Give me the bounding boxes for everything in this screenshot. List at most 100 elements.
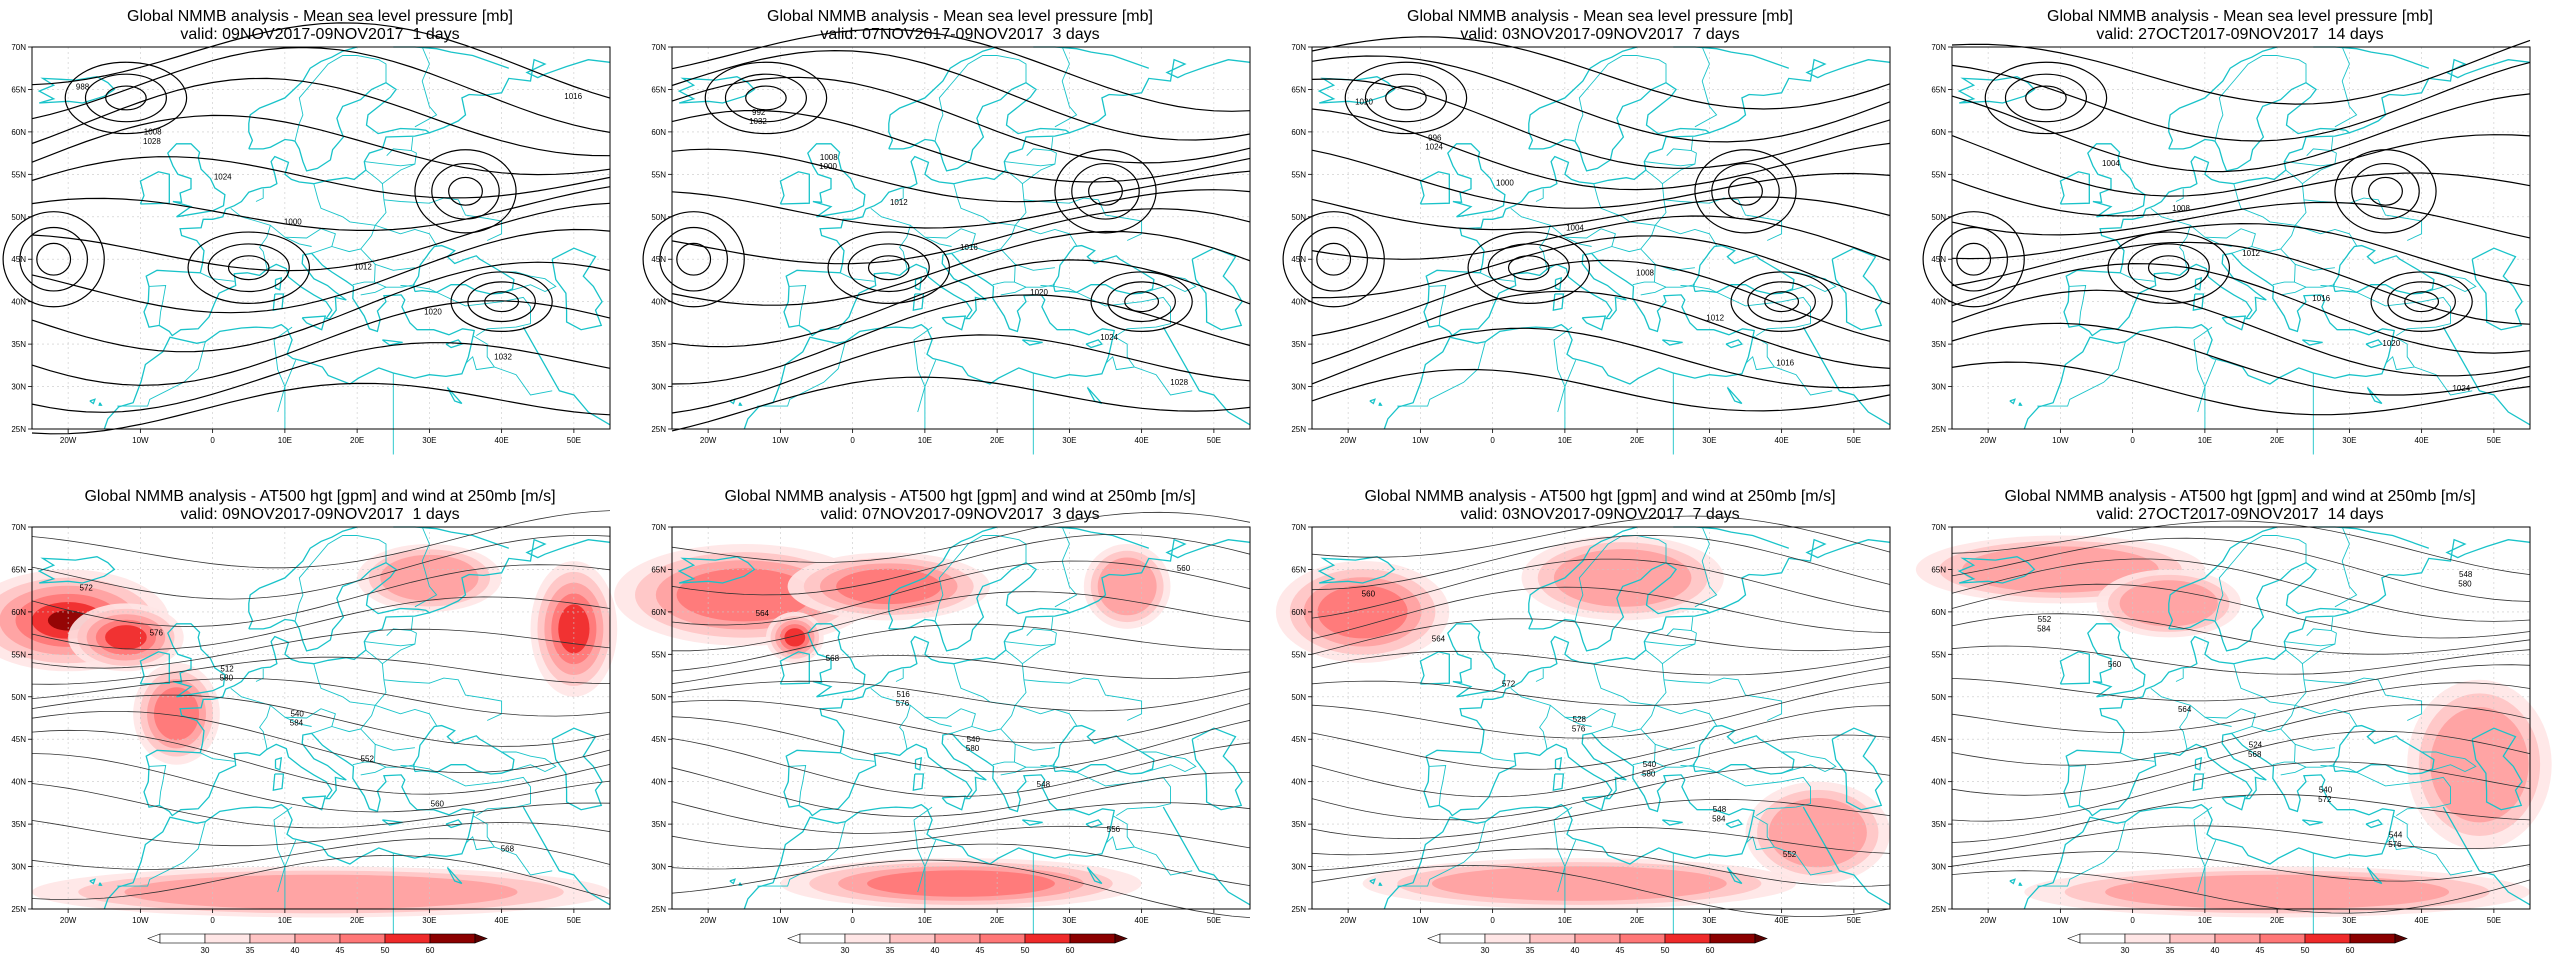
wind-speed-band — [1097, 557, 1157, 616]
contour-label: 524 — [2249, 741, 2263, 750]
lat-tick-label: 45N — [1931, 735, 1946, 744]
coastline — [412, 244, 515, 295]
contour-label: 1000 — [284, 217, 302, 226]
wind-shading — [0, 543, 618, 918]
contour-line — [1311, 705, 1891, 770]
colorbar-swatch — [1574, 933, 1621, 944]
contour-label: 992 — [752, 108, 766, 117]
coastline — [2332, 724, 2435, 775]
country-border — [2280, 728, 2335, 751]
map-border — [31, 46, 611, 430]
coastline — [2332, 244, 2435, 295]
lon-tick-label: 20E — [2270, 916, 2284, 925]
country-border — [1680, 285, 1811, 336]
pressure-cell-contour — [1299, 226, 1368, 292]
contour-label: 1024 — [1425, 143, 1443, 152]
lon-tick-label: 10E — [918, 916, 932, 925]
country-border — [1015, 224, 1077, 246]
contour-labels: 524 540 544 548 552 560 564 568 572 576 580 584 — [2037, 570, 2473, 849]
colorbar-swatch — [889, 933, 936, 944]
coastline — [1831, 247, 1883, 331]
colorbar-swatch — [1529, 933, 1576, 944]
contour-line — [671, 859, 1251, 918]
coastline — [2365, 339, 2384, 349]
country-border — [414, 526, 438, 608]
coastline — [1369, 398, 1376, 405]
lat-tick-label: 50N — [1291, 693, 1306, 702]
contour-label: 568 — [501, 844, 515, 853]
lat-tick-label: 45N — [651, 255, 666, 264]
coastline — [103, 81, 475, 430]
pressure-cell-contour — [659, 226, 728, 292]
contour-line — [31, 564, 611, 627]
lat-tick-label: 40N — [11, 778, 26, 787]
contour-line — [671, 825, 1251, 851]
coastline — [1022, 339, 1043, 346]
country-border — [1745, 835, 1775, 851]
pressure-cell-contour — [1764, 291, 1800, 313]
country-border — [1000, 286, 1027, 296]
lon-tick-label: 20W — [1980, 436, 1997, 445]
coastline — [1052, 244, 1155, 295]
country-border — [465, 835, 495, 851]
contour-label: 584 — [2037, 624, 2051, 633]
coastline — [301, 315, 327, 331]
coastline — [2018, 402, 2023, 406]
coastline — [738, 402, 743, 406]
country-border — [1023, 677, 1143, 721]
pressure-cell-contour — [1088, 176, 1123, 206]
country-border — [1611, 225, 1656, 253]
country-border — [1004, 161, 1055, 167]
contour-line — [1951, 201, 2531, 239]
lat-tick-label: 70N — [651, 523, 666, 532]
coastline — [1369, 878, 1376, 885]
country-border — [757, 821, 846, 887]
contour-line — [1311, 290, 1891, 369]
lon-tick-label: 50E — [1847, 436, 1861, 445]
map-frame: 512 540 552 560 568 572 576 580 584 20W 10W 0 10E 20E… — [0, 510, 618, 935]
contour-label: 580 — [2458, 579, 2472, 588]
contour-label: 548 — [2459, 570, 2473, 579]
country-border — [357, 55, 387, 83]
country-border — [1574, 535, 1638, 622]
country-border — [1105, 835, 1135, 851]
coastline — [522, 326, 611, 426]
pressure-cell-contour — [642, 211, 745, 308]
lat-tick-label: 45N — [1291, 255, 1306, 264]
coastline — [779, 171, 810, 205]
lat-tick-label: 55N — [651, 650, 666, 659]
pressure-cell-contour — [1344, 61, 1468, 135]
contour-line — [1311, 618, 1891, 655]
coastline — [2302, 339, 2323, 346]
contour-line — [31, 628, 611, 669]
coastline — [1692, 724, 1795, 775]
country-border — [2320, 765, 2451, 816]
pressure-cell-contour — [1282, 211, 1385, 308]
colorbar-label: 30 — [841, 946, 850, 955]
map-panel-mslp-3days: Global NMMB analysis - Mean sea level pr… — [640, 0, 1280, 480]
contour-line — [671, 376, 1251, 432]
colorbar-label: 60 — [2346, 946, 2355, 955]
contour-label: 568 — [2248, 750, 2262, 759]
colorbar-label: 50 — [1661, 946, 1670, 955]
contour-line — [31, 156, 611, 199]
country-border — [997, 535, 1027, 563]
panel-subtitle: valid: 09NOV2017-09NOV2017 1 days — [180, 26, 460, 43]
coastline — [167, 623, 226, 698]
coastline — [1552, 773, 1565, 792]
lat-tick-label: 35N — [651, 340, 666, 349]
contour-line — [31, 261, 611, 353]
contour-label: 580 — [220, 674, 234, 683]
map-panel-z500-14days: Global NMMB analysis - AT500 hgt [gpm] a… — [1915, 480, 2560, 960]
colorbar-swatch — [429, 933, 476, 944]
coastline — [1447, 143, 1506, 218]
coastlines — [37, 46, 611, 455]
contour-line — [1951, 870, 2531, 914]
lat-tick-label: 65N — [11, 85, 26, 94]
lon-tick-label: 20W — [700, 436, 717, 445]
country-border — [2175, 668, 2184, 682]
lon-tick-label: 20W — [1340, 916, 1357, 925]
pressure-cell-contour — [1054, 149, 1157, 234]
panel-subtitle: valid: 07NOV2017-09NOV2017 3 days — [820, 506, 1100, 523]
contour-labels: 512 540 552 560 568 572 576 580 584 — [80, 584, 515, 854]
